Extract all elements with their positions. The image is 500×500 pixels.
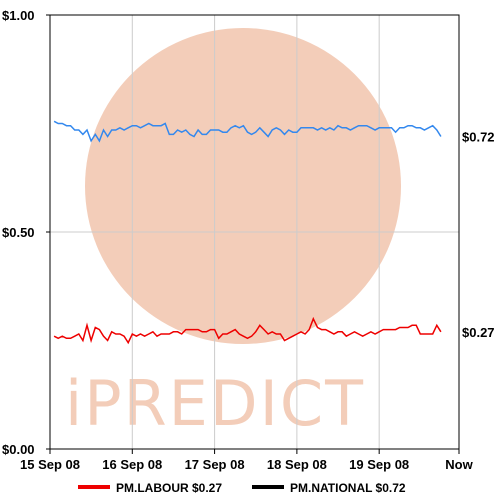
watermark-disc bbox=[85, 28, 401, 344]
series-end-label: $0.72 bbox=[462, 130, 495, 145]
x-tick-label: 17 Sep 08 bbox=[185, 457, 245, 472]
series-line-0 bbox=[53, 316, 442, 345]
legend-label: PM.LABOUR $0.27 bbox=[116, 481, 222, 495]
watermark-text: iPREDICT bbox=[65, 367, 365, 440]
x-tick-label: 15 Sep 08 bbox=[20, 457, 80, 472]
y-tick-label: $1.00 bbox=[2, 8, 35, 23]
legend-label: PM.NATIONAL $0.72 bbox=[290, 481, 406, 495]
series-end-label: $0.27 bbox=[462, 325, 495, 340]
y-axis: $1.00 $0.50 $0.00 bbox=[2, 8, 50, 457]
x-tick-label: 18 Sep 08 bbox=[267, 457, 327, 472]
x-tick-label: 16 Sep 08 bbox=[102, 457, 162, 472]
y-tick-label: $0.50 bbox=[2, 225, 35, 240]
x-axis: 15 Sep 08 16 Sep 08 17 Sep 08 18 Sep 08 19 S… bbox=[20, 449, 474, 472]
end-labels: $0.27 $0.72 bbox=[462, 130, 495, 340]
x-tick-label: 19 Sep 08 bbox=[349, 457, 409, 472]
legend: PM.LABOUR $0.27 PM.NATIONAL $0.72 bbox=[78, 481, 406, 495]
series-line-1 bbox=[53, 120, 442, 143]
x-tick-label: Now bbox=[445, 457, 473, 472]
series-lines bbox=[53, 120, 442, 345]
y-tick-label: $0.00 bbox=[2, 442, 35, 457]
ipredict-watermark: iPREDICT bbox=[65, 28, 401, 440]
